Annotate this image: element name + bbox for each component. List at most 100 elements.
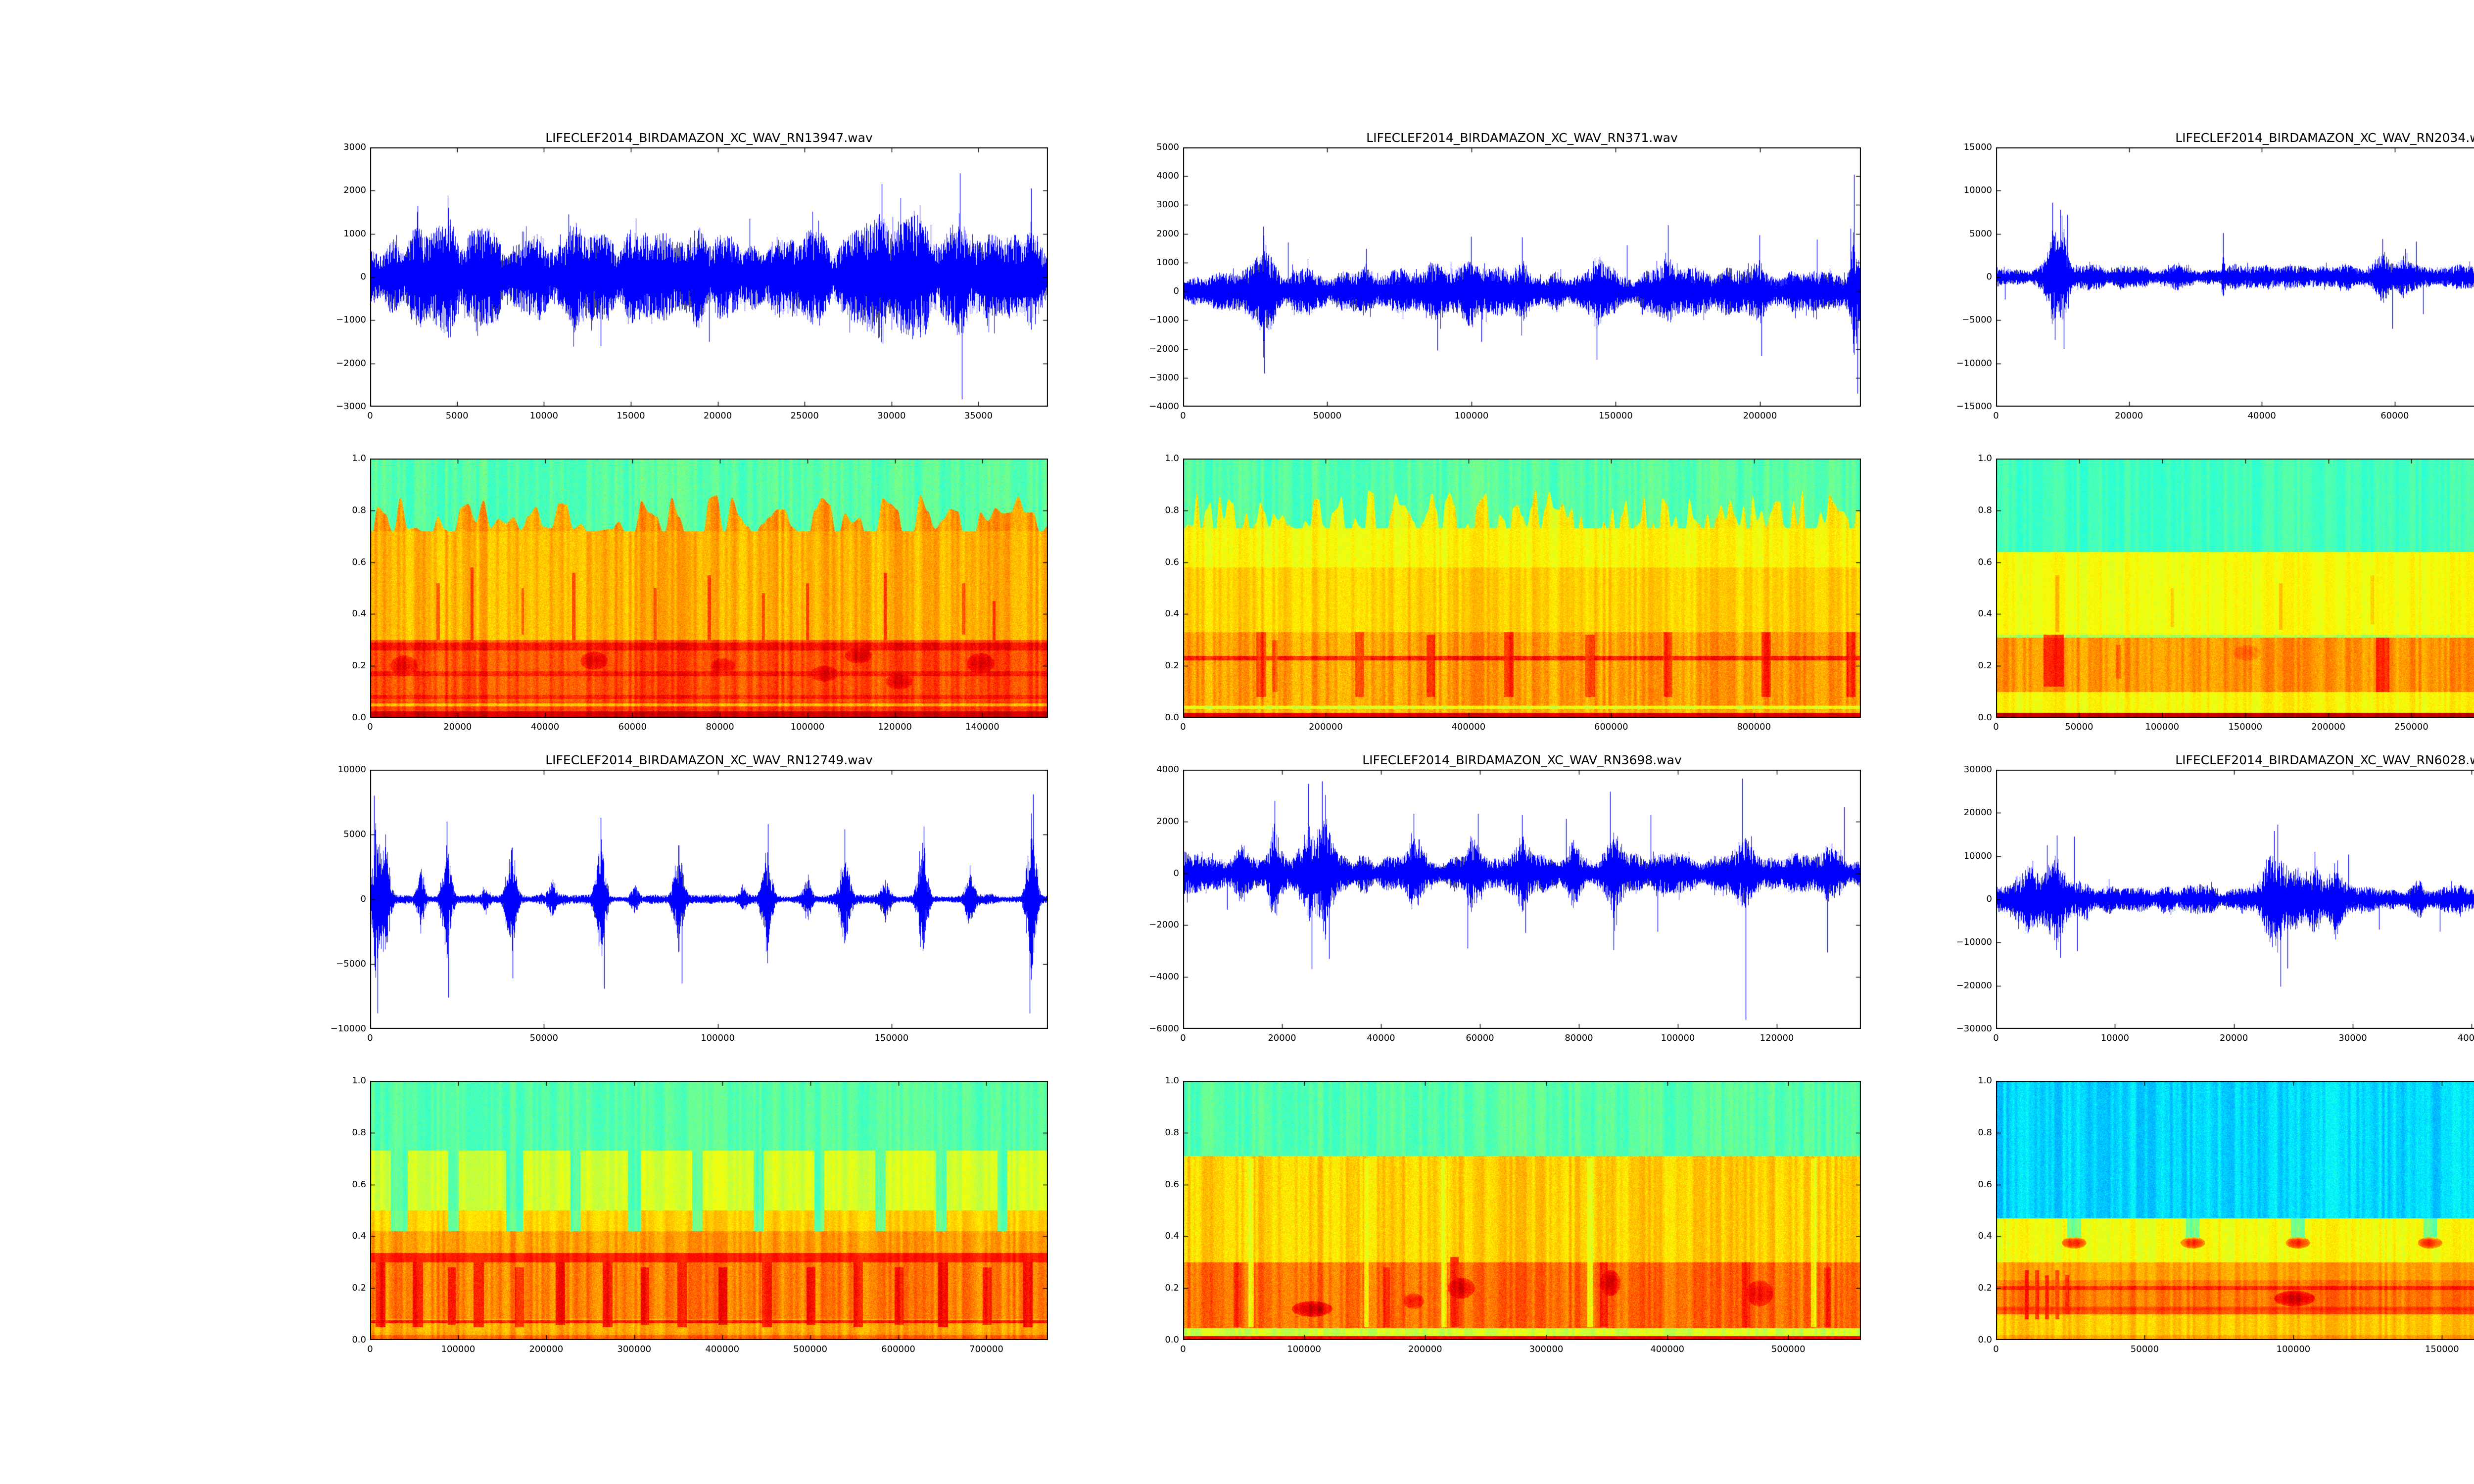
subplot-waveform-r3-c3: LIFECLEF2014_BIRDAMAZON_XC_WAV_RN6028.wa… <box>1912 745 2474 1051</box>
y-tick-label: 3000 <box>343 142 366 152</box>
y-tick-label: −2000 <box>336 358 366 369</box>
y-tick-label: 0.2 <box>1165 1283 1179 1294</box>
y-tick-label: 5000 <box>1969 228 1992 239</box>
x-tick-label: 200000 <box>1408 1344 1442 1354</box>
x-tick-label: 60000 <box>618 722 647 732</box>
x-tick-label: 250000 <box>2394 722 2428 732</box>
x-tick-label: 100000 <box>1661 1033 1695 1043</box>
y-tick-label: 0.4 <box>1978 608 1992 619</box>
y-tick-label: 0.6 <box>1978 556 1992 567</box>
x-tick-label: 0 <box>1993 1344 1999 1354</box>
x-tick-label: 800000 <box>1737 722 1771 732</box>
x-tick-label: 140000 <box>965 722 999 732</box>
y-tick-label: 0.2 <box>1978 660 1992 671</box>
y-tick-label: 0.2 <box>352 660 366 671</box>
subplot-spectrogram-r2-c1: 1.0 0.8 0.6 0.4 0.2 0.0 0 20000 40000 60000 80000 1… <box>286 434 1063 740</box>
y-tick-label: 0 <box>360 272 366 282</box>
x-tick-label: 40000 <box>530 722 560 732</box>
y-tick-label: −2000 <box>1149 343 1179 354</box>
subplot-spectrogram-r4-c2: 1.0 0.8 0.6 0.4 0.2 0.0 0 100000 200000 300000 400… <box>1099 1056 1876 1362</box>
y-tick-label: 1.0 <box>1165 1075 1179 1086</box>
y-tick-label: −5000 <box>1962 315 1992 325</box>
x-tick-label: 50000 <box>2130 1344 2159 1354</box>
x-tick-label: 300000 <box>2450 722 2474 733</box>
y-tick-label: 1.0 <box>1165 453 1179 464</box>
x-tick-label: 100000 <box>441 1344 476 1354</box>
y-tick-label: 0.0 <box>1978 1335 1992 1345</box>
x-tick-label: 20000 <box>2114 411 2143 421</box>
y-tick-label: 15000 <box>1963 142 1992 152</box>
x-tick-label: 600000 <box>1594 722 1628 732</box>
spectrogram-canvas <box>370 459 1048 718</box>
y-tick-label: −6000 <box>1149 1023 1179 1034</box>
y-tick-label: 0.2 <box>352 1283 366 1294</box>
plot-title: LIFECLEF2014_BIRDAMAZON_XC_WAV_RN12749.w… <box>545 753 873 767</box>
y-tick-label: 4000 <box>1156 764 1179 775</box>
plot-title: LIFECLEF2014_BIRDAMAZON_XC_WAV_RN6028.wa… <box>2175 753 2474 767</box>
subplot-spectrogram-r4-c1: 1.0 0.8 0.6 0.4 0.2 0.0 0 100000 200000 300000 400… <box>286 1056 1063 1362</box>
x-tick-label: 200000 <box>1309 722 1343 732</box>
x-tick-label: 300000 <box>1529 1344 1564 1354</box>
subplot-waveform-r1-c2: LIFECLEF2014_BIRDAMAZON_XC_WAV_RN371.wav… <box>1099 123 1876 429</box>
x-tick-label: 0 <box>1993 1033 1999 1043</box>
x-tick-label: 40000 <box>2457 1033 2474 1043</box>
plot-title: LIFECLEF2014_BIRDAMAZON_XC_WAV_RN3698.wa… <box>1362 753 1682 767</box>
y-tick-label: 0 <box>1173 286 1179 297</box>
subplot-waveform-r3-c1: LIFECLEF2014_BIRDAMAZON_XC_WAV_RN12749.w… <box>286 745 1063 1051</box>
x-tick-label: 50000 <box>1313 411 1342 421</box>
y-tick-label: 2000 <box>1156 816 1179 827</box>
y-tick-label: 0.8 <box>1165 1127 1179 1138</box>
x-tick-label: 100000 <box>2276 1344 2311 1354</box>
x-tick-label: 80000 <box>1565 1033 1593 1043</box>
x-tick-label: 150000 <box>2228 722 2263 732</box>
x-tick-label: 100000 <box>790 722 825 732</box>
y-tick-label: 20000 <box>1963 807 1992 818</box>
x-tick-label: 80000 <box>706 722 734 732</box>
y-tick-label: 0.0 <box>1165 1335 1179 1345</box>
waveform-canvas <box>1183 147 1861 407</box>
y-tick-label: 0.4 <box>1978 1231 1992 1242</box>
waveform-canvas <box>1183 770 1861 1029</box>
waveform-canvas <box>1996 770 2474 1029</box>
y-tick-label: −30000 <box>1956 1023 1992 1034</box>
x-tick-label: 600000 <box>881 1344 915 1354</box>
y-tick-label: −5000 <box>336 959 366 969</box>
x-tick-label: 400000 <box>1451 722 1486 732</box>
x-tick-label: 200000 <box>1743 411 1777 421</box>
x-tick-label: 40000 <box>2247 411 2276 421</box>
y-tick-label: 0.2 <box>1165 660 1179 671</box>
y-tick-label: 0.0 <box>1165 712 1179 723</box>
subplot-spectrogram-r4-c3: 1.00.80.60.40.20.00500001000001500002000… <box>1912 1056 2474 1362</box>
y-tick-label: −2000 <box>1149 920 1179 930</box>
y-tick-label: 5000 <box>343 829 366 839</box>
y-tick-label: 0 <box>1986 894 1992 904</box>
x-tick-label: 200000 <box>2311 722 2345 732</box>
subplot-spectrogram-r2-c3: 1.0 0.8 0.6 0.4 0.2 0.0 0 50000 100000 150000 2000… <box>1912 434 2474 740</box>
x-tick-label: 0 <box>367 722 373 732</box>
subplot-waveform-r1-c3: LIFECLEF2014_BIRDAMAZON_XC_WAV_RN2034.wa… <box>1912 123 2474 429</box>
y-tick-label: 1000 <box>343 228 366 239</box>
x-tick-label: 50000 <box>2065 722 2093 732</box>
y-tick-label: 1.0 <box>352 1075 366 1086</box>
x-tick-label: 40000 <box>1367 1033 1395 1043</box>
y-tick-label: 0.6 <box>1165 556 1179 567</box>
y-tick-label: −15000 <box>1956 401 1992 412</box>
x-tick-label: 20000 <box>1268 1033 1296 1043</box>
y-tick-label: 0.6 <box>1978 1179 1992 1190</box>
x-tick-label: 60000 <box>1466 1033 1494 1043</box>
y-tick-label: 2000 <box>1156 228 1179 239</box>
x-tick-label: 100000 <box>1287 1344 1321 1354</box>
y-tick-label: 30000 <box>1963 764 1992 775</box>
x-tick-label: 400000 <box>705 1344 740 1354</box>
x-tick-label: 0 <box>1993 722 1999 732</box>
waveform-canvas <box>370 770 1048 1029</box>
x-tick-label: 150000 <box>1599 411 1633 421</box>
y-tick-label: 0.0 <box>1978 712 1992 723</box>
x-tick-label: 0 <box>1180 411 1186 421</box>
x-tick-label: 20000 <box>703 411 732 421</box>
y-tick-label: 0.0 <box>352 1335 366 1345</box>
y-tick-label: 3000 <box>1156 199 1179 210</box>
subplot-waveform-r1-c1: LIFECLEF2014_BIRDAMAZON_XC_WAV_RN13947.w… <box>286 123 1063 429</box>
x-tick-label: 0 <box>367 1033 373 1043</box>
y-tick-label: 4000 <box>1156 171 1179 182</box>
